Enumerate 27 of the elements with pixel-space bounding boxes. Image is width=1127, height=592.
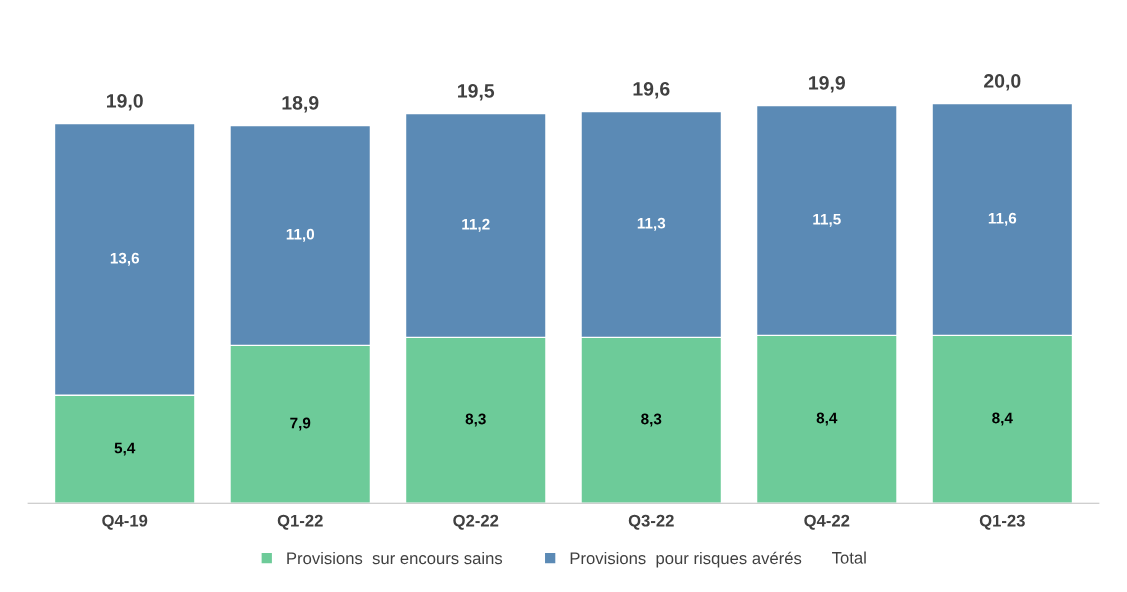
total-label: 19,0 [107, 93, 143, 111]
data-label: 8,4 [992, 412, 1013, 426]
x-tick-label: Q4-19 [102, 514, 148, 530]
data-label: 11,0 [286, 228, 315, 242]
x-tick-label: Q2-22 [453, 514, 499, 530]
data-label: 8,4 [816, 412, 838, 426]
data-label: 11,6 [988, 212, 1017, 226]
legend-label: Provisions pour risques avérés [570, 551, 802, 568]
x-tick-label: Q4-22 [804, 514, 850, 530]
x-tick-label: Q3-22 [628, 514, 674, 530]
data-label: 5,4 [114, 442, 136, 456]
text: Total [832, 551, 866, 564]
x-tick-label: Q1-23 [979, 514, 1025, 530]
data-label: 11,2 [462, 218, 490, 232]
data-label: 11,5 [813, 213, 841, 227]
total-label: 18,9 [282, 95, 319, 113]
data-label: 7,9 [290, 417, 311, 431]
x-tick-label: Q1-22 [277, 514, 323, 530]
data-label: 8,3 [641, 413, 662, 427]
total-label: 19,9 [809, 76, 845, 93]
data-label: 11,3 [637, 217, 666, 231]
total-label: 19,5 [458, 83, 495, 101]
legend-label: Provisions sur encours sains [287, 551, 503, 565]
total-label: 19,6 [633, 81, 670, 99]
total-label: 20,0 [984, 74, 1021, 91]
data-label: 8,3 [465, 413, 486, 427]
data-label: 13,6 [110, 252, 140, 266]
